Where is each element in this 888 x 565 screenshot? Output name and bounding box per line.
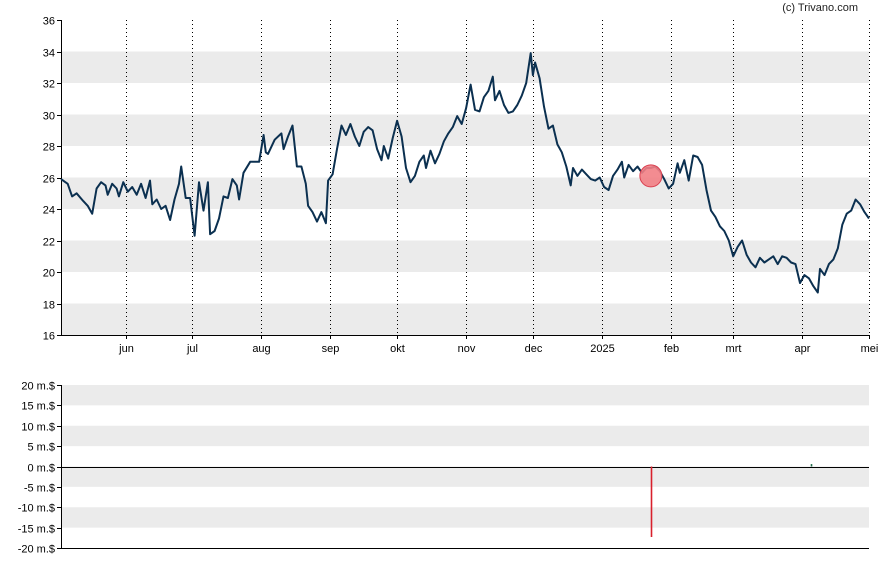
y-tick-label: 0 m.$ <box>27 463 55 475</box>
credit-text: (c) Trivano.com <box>782 2 858 14</box>
x-tick-label: nov <box>458 343 476 355</box>
y-tick-label: 10 m.$ <box>21 422 55 434</box>
y-tick-label: 5 m.$ <box>27 442 55 454</box>
grid-band <box>61 385 869 406</box>
x-tick-label: sep <box>322 343 340 355</box>
y-tick-label: -20 m.$ <box>18 544 55 556</box>
grid-band <box>61 51 869 83</box>
y-tick-label: -10 m.$ <box>18 503 55 515</box>
grid-band <box>61 303 869 335</box>
x-tick-label: okt <box>390 343 405 355</box>
y-tick-label: 30 <box>43 111 55 123</box>
x-tick-label: jul <box>186 343 198 355</box>
y-tick-label: 26 <box>43 174 55 186</box>
grid-band <box>61 507 869 528</box>
y-tick-label: 20 m.$ <box>21 381 55 393</box>
grid-band <box>61 114 869 146</box>
price-line <box>60 52 870 294</box>
x-tick-label: 2025 <box>590 343 614 355</box>
y-tick-label: 22 <box>43 237 55 249</box>
x-tick-label: jun <box>118 343 134 355</box>
event-marker <box>639 164 663 188</box>
y-tick-label: -5 m.$ <box>24 483 55 495</box>
x-tick-label: feb <box>664 343 679 355</box>
grid-band <box>61 240 869 272</box>
y-tick-label: 20 <box>43 268 55 280</box>
grid-band <box>61 466 869 487</box>
y-tick-label: 15 m.$ <box>21 401 55 413</box>
y-tick-label: 18 <box>43 300 55 312</box>
x-tick-label: apr <box>795 343 811 355</box>
y-tick-label: -15 m.$ <box>18 524 55 536</box>
y-tick-label: 36 <box>43 16 55 28</box>
x-tick-label: dec <box>525 343 543 355</box>
x-tick-label: aug <box>252 343 270 355</box>
grid-band <box>61 177 869 209</box>
grid-band <box>61 425 869 447</box>
price-chart-panel: jun jul aug sep okt nov dec 2025 feb mrt apr mei 16 1… <box>43 16 879 356</box>
x-tick-label: mei <box>861 343 879 355</box>
volume-chart-panel: -20 m.$ -15 m.$ -10 m.$ -5 m.$ 0 m.$ 5 m.$ 10 … <box>18 381 869 556</box>
y-tick-label: 32 <box>43 79 55 91</box>
y-tick-label: 16 <box>43 331 55 343</box>
y-tick-label: 24 <box>43 205 55 217</box>
x-tick-label: mrt <box>726 343 742 355</box>
y-tick-label: 34 <box>43 48 55 60</box>
y-tick-label: 28 <box>43 142 55 154</box>
